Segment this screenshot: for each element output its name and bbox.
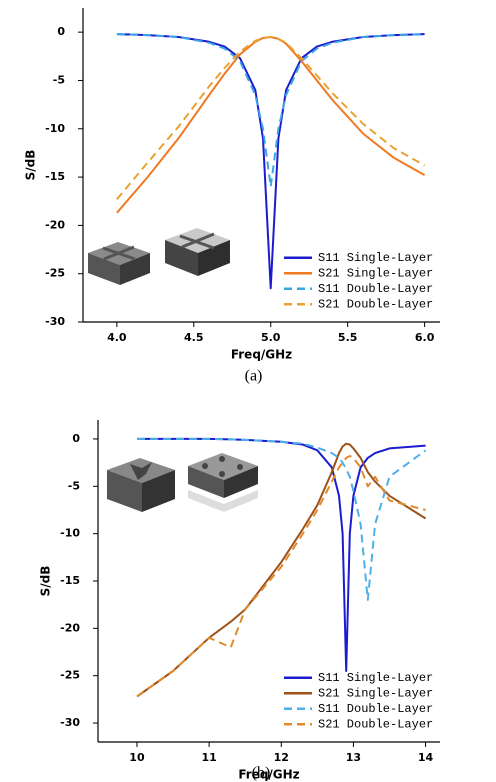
x-tick-label: 5.5 [338,331,358,344]
x-tick-label: 13 [346,751,361,764]
y-tick-label: -10 [45,122,65,135]
inset-icons-b [107,453,258,512]
y-tick-label: -30 [60,716,80,729]
series-line [117,34,425,187]
x-tick-label: 12 [274,751,289,764]
legend-label: S21 Single-Layer [318,686,433,700]
x-tick-label: 4.0 [107,331,127,344]
series-line [137,444,426,697]
y-tick-label: -15 [60,574,80,587]
x-tick-label: 10 [129,751,145,764]
series-line [137,456,426,697]
y-axis-label: S/dB [39,566,53,597]
legend-label: S21 Double-Layer [318,717,433,731]
legend-label: S11 Single-Layer [318,671,433,685]
y-tick-label: 0 [72,432,80,445]
y-tick-label: -25 [60,669,80,682]
y-tick-label: -10 [60,527,80,540]
y-axis-label: S/dB [24,150,38,181]
y-tick-label: -25 [45,267,65,280]
caption: (a) [245,368,263,385]
x-tick-label: 6.0 [415,331,435,344]
y-tick-label: -5 [68,479,80,492]
x-tick-label: 14 [418,751,434,764]
series-line [137,439,426,600]
x-axis-label: Freq/GHz [231,348,292,362]
legend-label: S21 Single-Layer [318,266,433,280]
series-line [117,37,425,213]
y-tick-label: -5 [53,73,65,86]
series-line [117,37,425,199]
x-tick-label: 5.0 [261,331,281,344]
figure: 0 -5 -10 -15 -20 -25 -30 4.0 4.5 5.0 5.5 6.0 Freq/GH… [0,0,496,782]
y-tick-label: -30 [45,315,65,328]
y-tick-label: -20 [60,621,80,634]
series-line [137,439,426,671]
legend-label: S21 Double-Layer [318,297,433,311]
caption: (b) [252,765,271,782]
y-tick-label: 0 [57,25,65,38]
y-tick-label: -15 [45,170,65,183]
legend-label: S11 Double-Layer [318,702,433,716]
legend-label: S11 Double-Layer [318,282,433,296]
x-tick-label: 4.5 [184,331,204,344]
x-tick-label: 11 [201,751,216,764]
y-tick-label: -20 [45,218,65,231]
inset-icons-a [88,228,230,285]
legend-label: S11 Single-Layer [318,251,433,265]
